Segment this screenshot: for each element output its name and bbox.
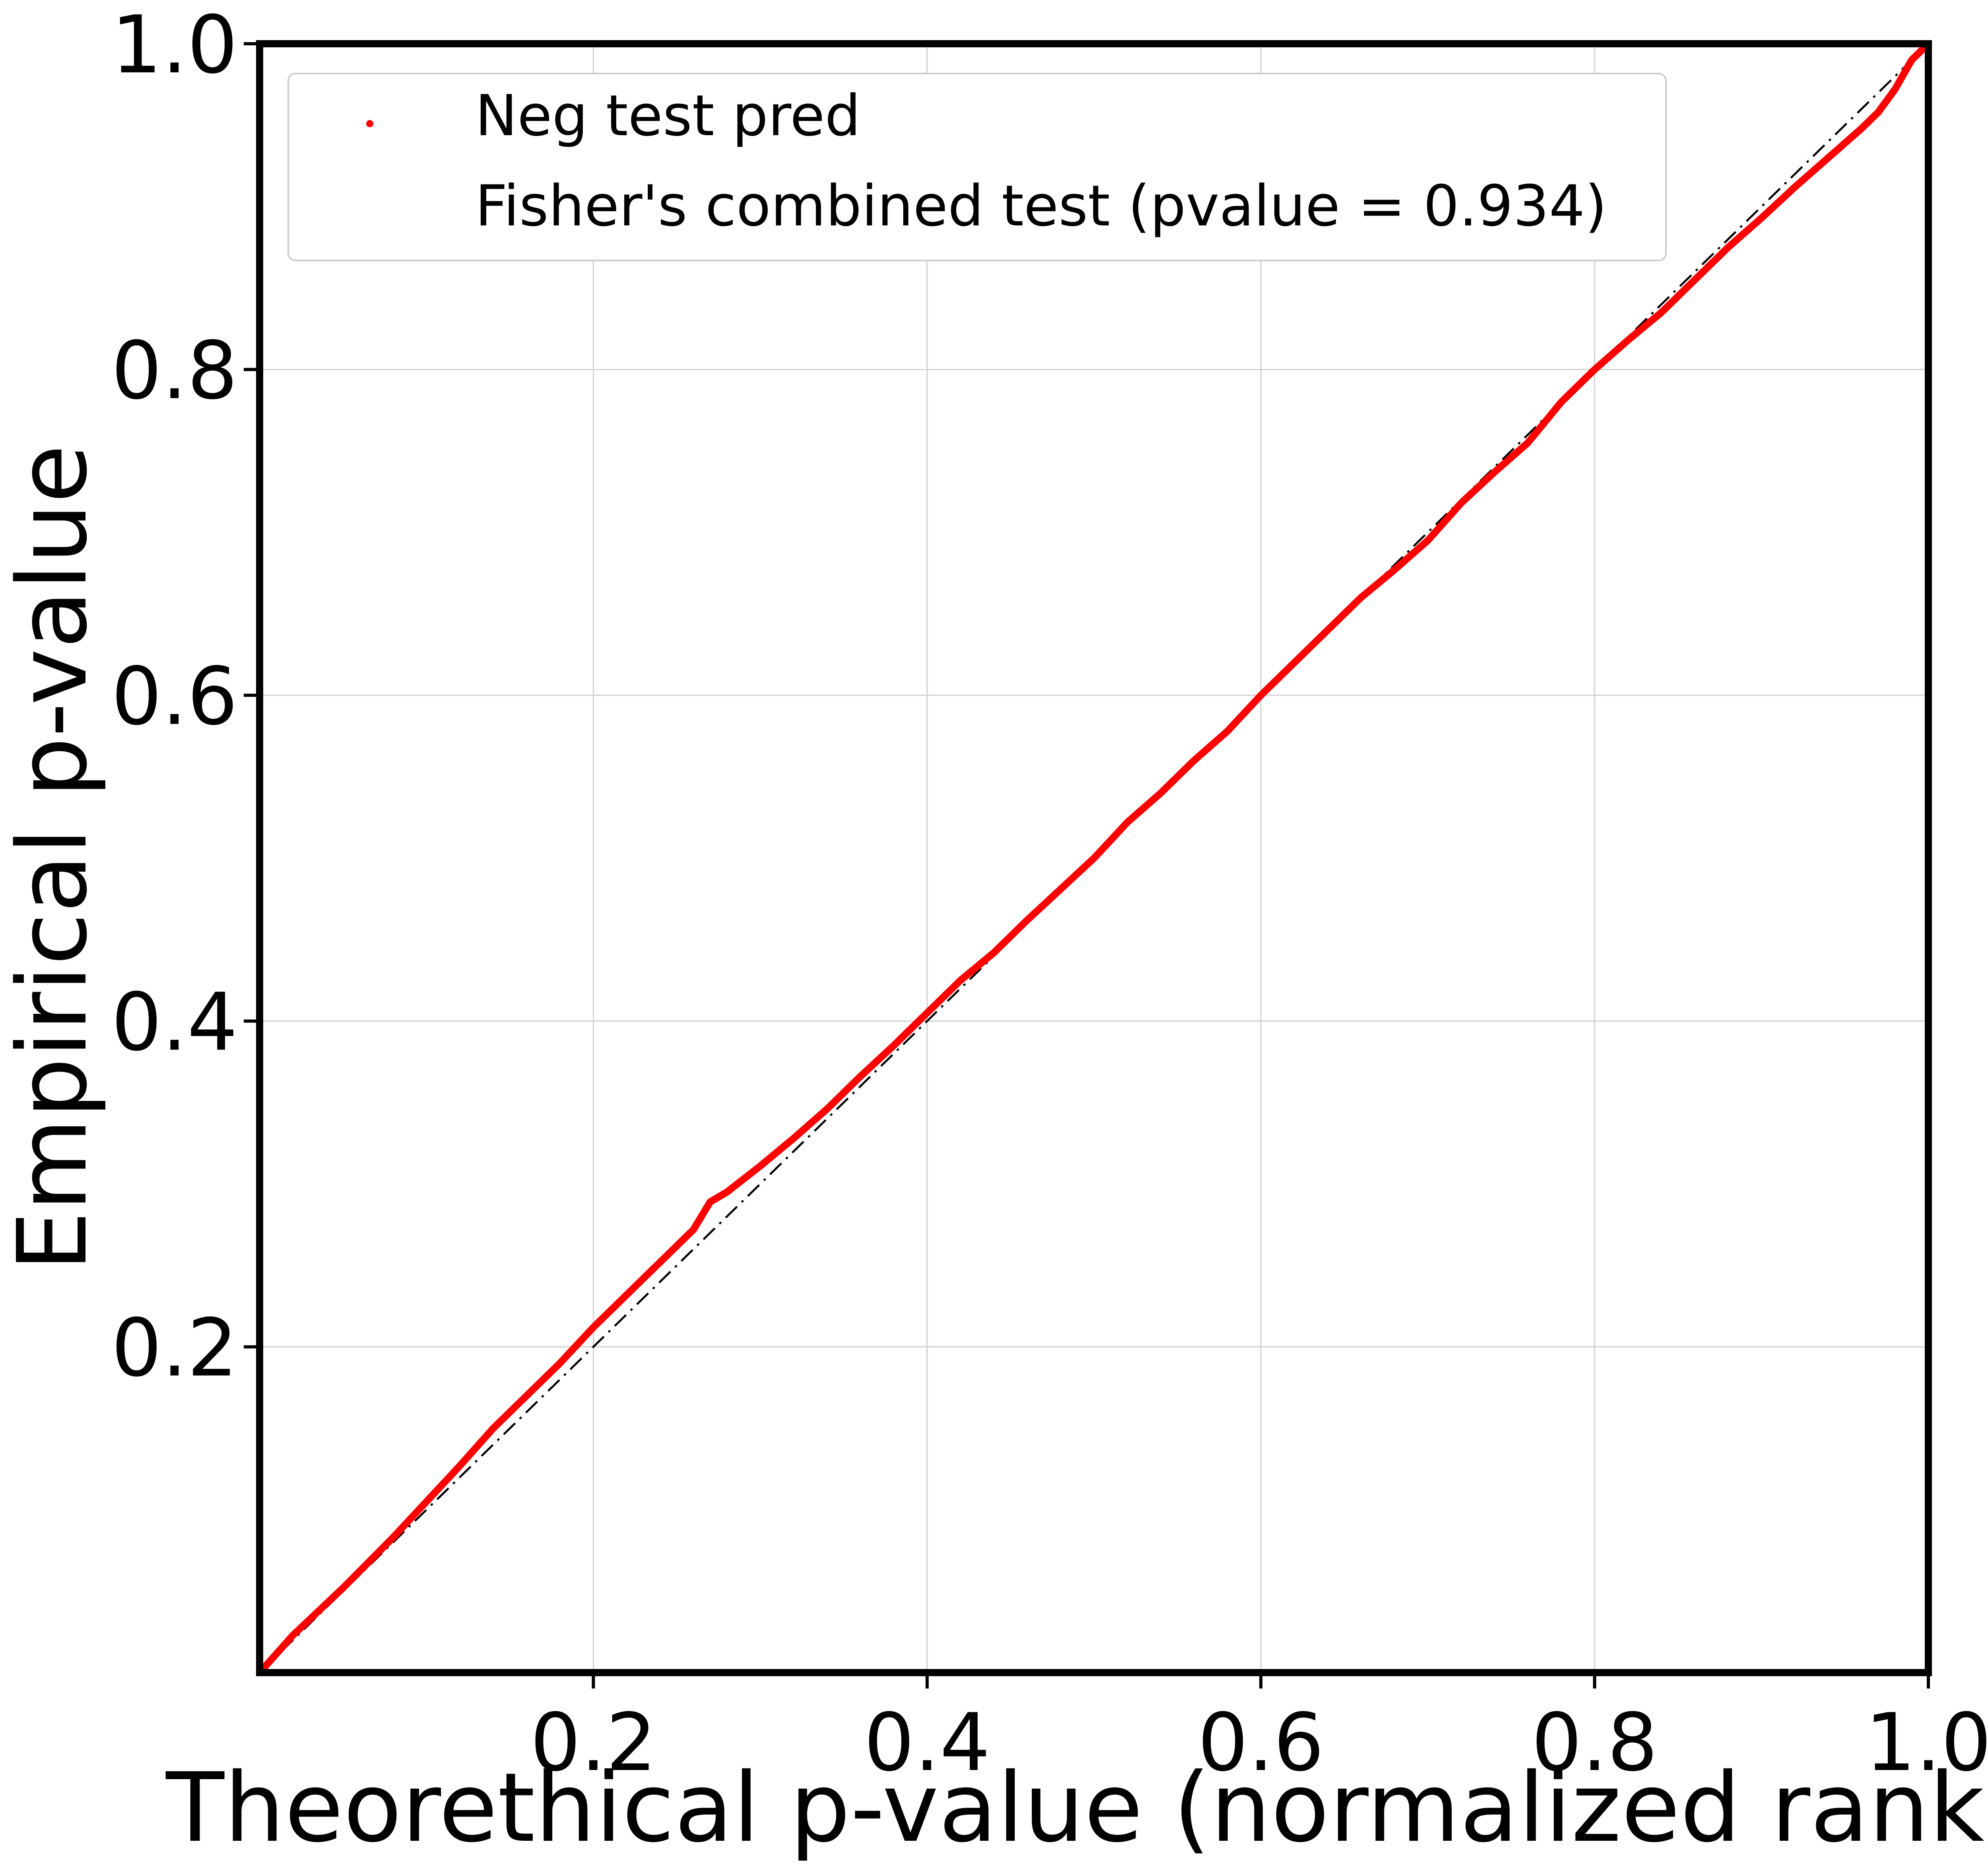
x-tick-label-2: 0.6: [1198, 1696, 1324, 1789]
x-axis-label: Theorethical p-value (normalized rank): [165, 1752, 1988, 1863]
plot-frame: [256, 40, 1932, 1676]
y-tick-label-2: 0.6: [111, 650, 238, 743]
x-axis-ticks: 0.2 0.4 0.6 0.8 1.0: [530, 1673, 1988, 1789]
x-tick-label-3: 0.8: [1532, 1696, 1658, 1789]
legend-label-neg-test-pred: Neg test pred: [475, 83, 861, 149]
legend-box: [287, 73, 1667, 261]
y-tick-label-3: 0.8: [111, 324, 238, 417]
y-axis-ticks: 0.2 0.4 0.6 0.8 1.0: [111, 0, 260, 1395]
legend-label-fisher-test: Fisher's combined test (pvalue = 0.934): [475, 173, 1607, 239]
x-tick-label-4: 1.0: [1865, 1696, 1988, 1789]
legend-marker-neg-test-pred: [366, 120, 373, 127]
y-axis-label: Empirical p-value: [0, 444, 108, 1271]
data-series: [256, 40, 1932, 1676]
x-tick-label-0: 0.2: [530, 1696, 656, 1789]
legend: Neg test pred Fisher's combined test (pv…: [287, 73, 1667, 261]
y-tick-label-0: 0.2: [111, 1302, 238, 1395]
y-tick-label-1: 0.4: [111, 976, 238, 1069]
x-tick-label-1: 0.4: [864, 1696, 990, 1789]
y-tick-label-4: 1.0: [111, 0, 238, 91]
